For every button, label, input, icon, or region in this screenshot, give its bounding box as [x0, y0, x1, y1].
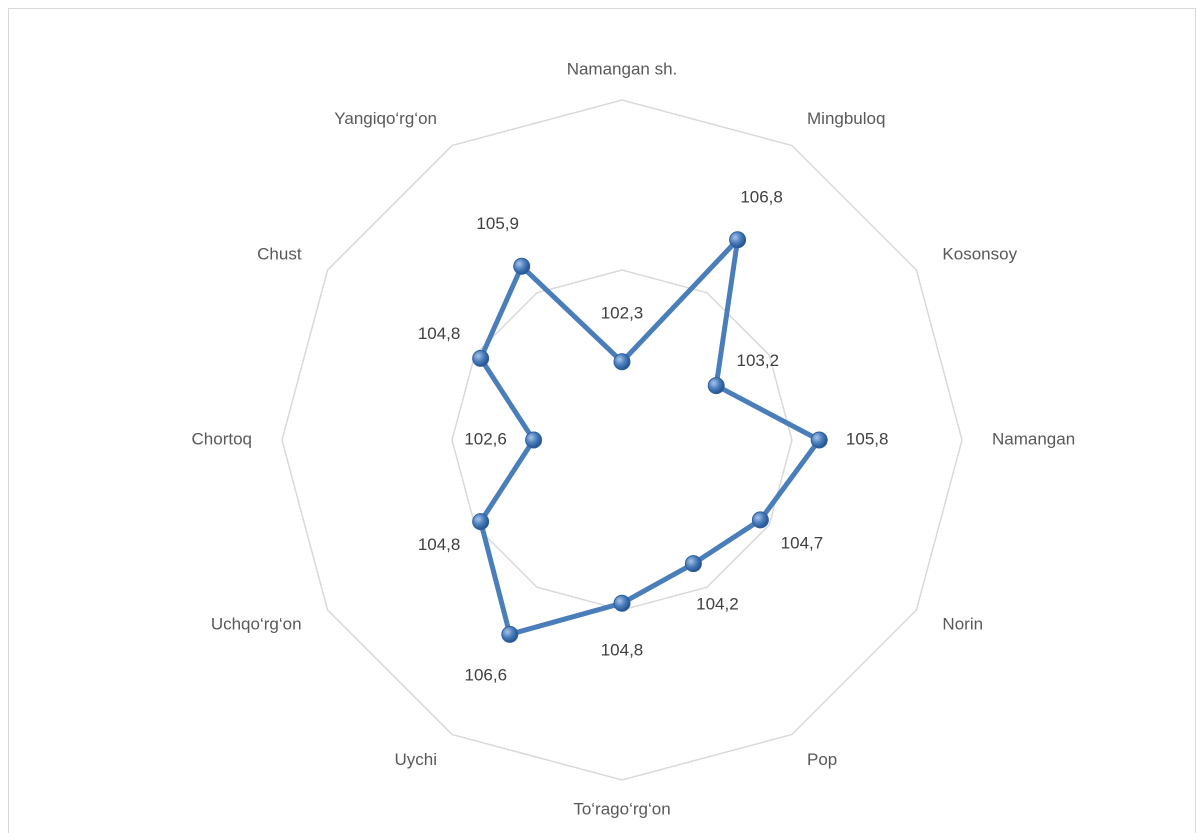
marker: [707, 377, 725, 395]
marker: [729, 231, 747, 249]
category-label: Namangan: [992, 429, 1075, 448]
data-label: 106,6: [465, 665, 508, 684]
marker: [810, 431, 828, 449]
data-label: 104,2: [696, 595, 739, 614]
marker: [472, 349, 490, 367]
category-label: Kosonsoy: [942, 244, 1017, 263]
category-label: Chortoq: [192, 429, 252, 448]
category-label: Pop: [807, 750, 837, 769]
chart-border: [8, 8, 1196, 833]
category-label: Mingbuloq: [807, 109, 885, 128]
category-label: Uychi: [394, 750, 437, 769]
category-label: Yangiqo‘rg‘on: [334, 109, 437, 128]
data-label: 106,8: [740, 188, 783, 207]
marker: [613, 594, 631, 612]
data-label: 104,8: [601, 641, 644, 660]
data-label: 104,8: [418, 324, 461, 343]
marker: [613, 353, 631, 371]
marker: [684, 555, 702, 573]
grid-ring: [281, 99, 963, 781]
marker: [525, 431, 543, 449]
marker: [501, 625, 519, 643]
category-label: Chust: [257, 244, 302, 263]
marker: [513, 257, 531, 275]
marker: [472, 513, 490, 531]
category-label: Norin: [942, 614, 983, 633]
category-label: Uchqo‘rg‘on: [211, 614, 302, 633]
data-label: 105,8: [846, 429, 889, 448]
data-label: 104,8: [418, 535, 461, 554]
data-label: 105,9: [476, 214, 519, 233]
data-label: 104,7: [781, 533, 824, 552]
marker: [751, 511, 769, 529]
data-label: 103,2: [737, 351, 780, 370]
category-label: To‘rago‘rg‘on: [573, 799, 670, 818]
category-label: Namangan sh.: [567, 59, 678, 78]
data-label: 102,6: [464, 429, 507, 448]
data-label: 102,3: [601, 303, 644, 322]
